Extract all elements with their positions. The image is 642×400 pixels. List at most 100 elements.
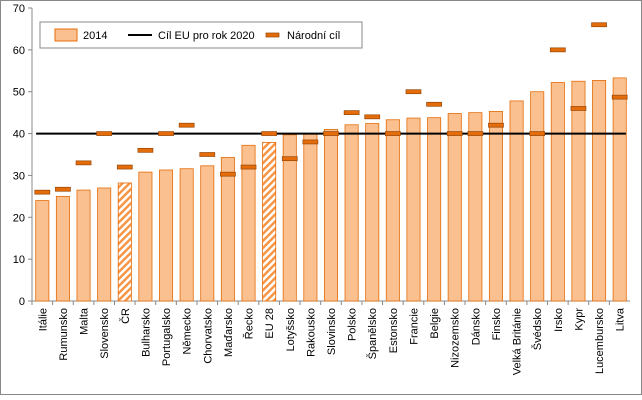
target-marker <box>488 122 504 128</box>
x-tick-label: Rakousko <box>305 308 317 357</box>
bar <box>97 187 112 302</box>
x-tick-label: Slovinsko <box>326 308 338 355</box>
x-tick-label: Maďarsko <box>223 308 235 357</box>
x-tick-label: Portugalsko <box>161 308 173 366</box>
legend-label: 2014 <box>83 30 107 42</box>
bar <box>592 80 607 302</box>
bar <box>509 100 524 302</box>
target-marker <box>302 139 319 145</box>
bar <box>447 113 462 302</box>
bar <box>138 171 153 302</box>
bar <box>385 119 400 302</box>
target-marker <box>529 131 546 136</box>
target-marker <box>137 147 154 153</box>
target-marker <box>34 189 51 195</box>
bar <box>468 112 483 302</box>
legend-swatch <box>54 28 78 42</box>
target-marker <box>570 106 587 111</box>
target-marker <box>55 186 71 192</box>
x-tick-label: Francie <box>408 308 420 345</box>
x-tick-label: Estonsko <box>388 308 400 353</box>
legend-label: Cíl EU pro rok 2020 <box>158 30 255 42</box>
target-marker <box>343 110 360 115</box>
target-marker <box>240 164 257 170</box>
target-marker <box>281 156 298 162</box>
x-tick-label: Litva <box>615 307 627 331</box>
y-tick-label: 60 <box>13 45 25 57</box>
x-tick-label: Lucembursko <box>594 308 606 374</box>
x-tick-label: Irsko <box>553 308 565 332</box>
target-marker <box>364 114 381 120</box>
x-tick-label: ČR <box>119 308 132 324</box>
target-marker <box>549 47 566 53</box>
bar <box>612 77 627 302</box>
x-tick-label: Lotyšsko <box>285 308 297 351</box>
x-tick-label: EU 28 <box>264 308 276 339</box>
x-tick-label: Belgie <box>429 308 441 339</box>
x-tick-label: Polsko <box>347 308 359 341</box>
bar <box>262 141 277 302</box>
x-tick-label: Velká Británie <box>512 308 524 375</box>
bar <box>406 117 421 302</box>
y-tick-label: 0 <box>19 296 25 308</box>
x-tick-label: Německo <box>182 308 194 354</box>
bar <box>55 195 70 302</box>
x-tick-label: Slovensko <box>99 308 111 359</box>
legend-marker <box>265 32 280 38</box>
bar <box>117 182 132 302</box>
target-marker <box>220 171 236 177</box>
bar <box>365 123 380 302</box>
x-tick-label: Chorvatsko <box>202 308 214 364</box>
y-tick-label: 70 <box>13 3 25 15</box>
x-tick-label: Španělsko <box>366 308 379 359</box>
x-tick-label: Finsko <box>491 308 503 340</box>
bar <box>76 189 91 302</box>
y-tick-label: 50 <box>13 87 25 99</box>
legend <box>39 21 363 49</box>
target-marker <box>426 101 442 107</box>
bar <box>550 82 565 302</box>
x-tick-label: Rumunsko <box>58 308 70 361</box>
bar <box>282 134 297 302</box>
bar <box>303 133 318 302</box>
x-tick-label: Švédsko <box>531 308 544 350</box>
bar <box>220 157 235 302</box>
target-marker <box>75 160 92 166</box>
bar <box>324 128 338 302</box>
x-tick-label: Řecko <box>243 308 256 339</box>
bar <box>427 117 442 302</box>
bar <box>159 169 174 302</box>
bar <box>200 165 215 302</box>
target-marker <box>178 122 195 128</box>
bar <box>35 200 50 302</box>
x-tick-label: Kypr <box>573 308 585 331</box>
target-marker <box>96 131 113 136</box>
target-marker <box>385 131 401 136</box>
bar <box>344 124 359 302</box>
y-tick-label: 10 <box>13 254 25 266</box>
x-tick-label: Itálie <box>37 308 49 331</box>
y-tick-label: 20 <box>13 212 25 224</box>
target-marker <box>405 89 422 95</box>
bar <box>571 80 586 302</box>
target-marker <box>158 131 174 136</box>
bar <box>530 91 545 302</box>
legend-box <box>39 21 363 49</box>
bar <box>179 168 194 302</box>
x-tick-label: Malta <box>79 307 91 335</box>
x-tick-label: Nizozemsko <box>450 308 462 368</box>
bar <box>241 144 256 302</box>
y-tick-label: 40 <box>13 129 25 141</box>
target-marker <box>261 131 277 136</box>
x-tick-label: Dánsko <box>470 308 482 345</box>
target-marker <box>591 22 607 28</box>
target-marker <box>611 94 628 100</box>
y-tick-label: 30 <box>13 170 25 182</box>
legend-label: Národní cíl <box>287 30 340 42</box>
target-marker <box>467 131 484 136</box>
bar <box>488 110 503 302</box>
x-tick-label: Bulharsko <box>140 308 152 357</box>
